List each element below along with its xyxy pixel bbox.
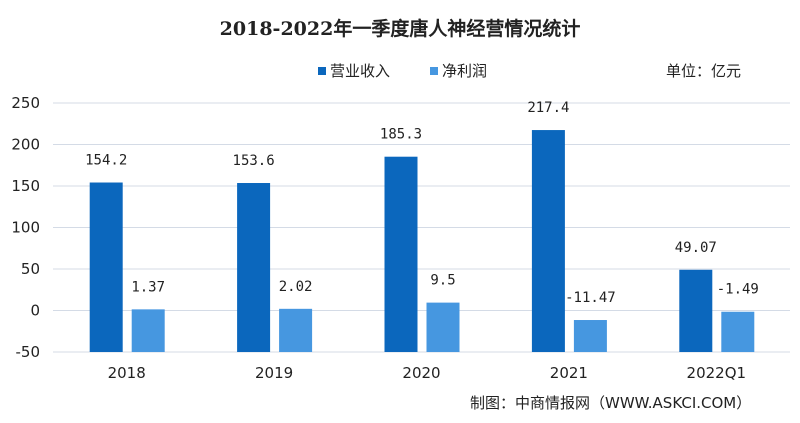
bar-revenue [531,130,565,352]
bar-profit [426,302,460,352]
bar-profit [279,308,313,352]
data-label: 217.4 [527,100,569,116]
legend-label: 净利润 [442,62,488,80]
bar-revenue [89,182,123,352]
data-label: 153.6 [233,153,275,169]
legend-label: 营业收入 [330,62,391,80]
x-tick-label: 2022Q1 [687,364,747,382]
source-label: 制图：中商情报网（WWW.ASKCI.COM） [470,394,752,412]
data-label: 49.07 [675,240,717,256]
legend: 营业收入 净利润 [318,60,487,81]
data-label: 9.5 [430,273,455,289]
bar-revenue [384,156,418,352]
bar-revenue [679,269,713,352]
y-tick-label: 50 [21,260,40,278]
chart-title: 2018-2022年一季度唐人神经营情况统计 [219,18,581,40]
y-tick-label: 150 [11,177,40,195]
data-label: 185.3 [380,127,422,143]
data-label: 1.37 [131,279,165,295]
y-tick-label: -50 [16,343,41,361]
data-label: 154.2 [85,153,127,169]
bar-profit [573,320,607,352]
data-label: -11.47 [565,290,616,306]
legend-swatch [318,66,326,75]
bar-profit [721,311,755,352]
y-tick-label: 250 [11,94,40,112]
data-label: -1.49 [717,282,759,298]
legend-item-revenue: 营业收入 [318,60,390,81]
data-label: 2.02 [279,279,313,295]
unit-label: 单位：亿元 [666,62,742,80]
bar-profit [131,309,165,352]
legend-swatch [430,66,439,75]
y-tick-label: 100 [11,219,40,237]
bar-revenue [237,183,271,352]
y-tick-label: 200 [11,136,40,154]
x-tick-label: 2019 [255,364,293,382]
y-tick-label: 0 [30,302,40,320]
x-tick-label: 2021 [550,364,588,382]
x-tick-label: 2020 [402,364,440,382]
legend-item-profit: 净利润 [430,60,487,81]
x-tick-label: 2018 [108,364,146,382]
